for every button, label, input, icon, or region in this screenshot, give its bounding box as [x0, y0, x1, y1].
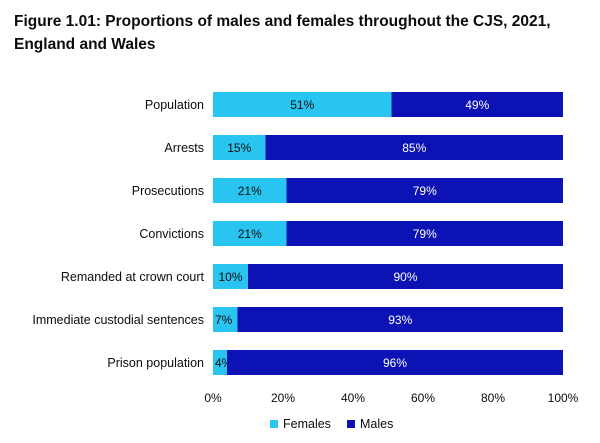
data-label: 79%	[413, 227, 437, 241]
bar-males-segment	[391, 92, 563, 117]
bar-males-segment	[237, 307, 563, 332]
data-label: 90%	[393, 270, 417, 284]
x-tick-label: 20%	[271, 391, 295, 405]
bar-males-segment	[286, 178, 563, 203]
chart-title: Figure 1.01: Proportions of males and fe…	[14, 13, 551, 53]
category-label: Remanded at crown court	[61, 270, 205, 284]
data-label: 21%	[238, 184, 262, 198]
bars-group: 51% 49%15% 85%21% 79%21% 79%10% 90%7% 93%4% 96%	[213, 92, 563, 375]
bar-females-segment	[213, 92, 392, 117]
bar-females-segment	[213, 350, 227, 375]
x-tick-label: 40%	[341, 391, 365, 405]
data-label: 93%	[388, 313, 412, 327]
category-label: Arrests	[164, 141, 204, 155]
data-label: 96%	[383, 356, 407, 370]
category-label: Convictions	[139, 227, 204, 241]
bar-males-segment	[265, 135, 563, 160]
x-ticks-group: 0% 20% 40% 60% 80% 100%	[204, 391, 578, 405]
data-label: 49%	[465, 98, 489, 112]
bar-females-segment	[213, 135, 266, 160]
data-label: 85%	[402, 141, 426, 155]
category-label: Immediate custodial sentences	[32, 313, 204, 327]
x-tick-label: 0%	[204, 391, 222, 405]
data-label: 21%	[238, 227, 262, 241]
bar-females-segment	[213, 178, 287, 203]
bar-males-segment	[286, 221, 563, 246]
legend-swatch-males	[347, 420, 355, 428]
bar-females-segment	[213, 221, 287, 246]
legend-swatch-females	[270, 420, 278, 428]
x-tick-label: 60%	[411, 391, 435, 405]
legend: Females Males	[270, 417, 393, 431]
bar-males-segment	[227, 350, 563, 375]
data-label: 51%	[290, 98, 314, 112]
legend-label-females: Females	[283, 417, 331, 431]
data-label: 10%	[218, 270, 242, 284]
x-tick-label: 80%	[481, 391, 505, 405]
legend-label-males: Males	[360, 417, 393, 431]
category-label: Population	[145, 98, 204, 112]
bar-males-segment	[248, 264, 563, 289]
category-labels-group: Population Arrests Prosecutions Convictions…	[32, 98, 204, 370]
x-tick-label: 100%	[548, 391, 579, 405]
bar-females-segment	[213, 264, 248, 289]
data-label: 7%	[215, 313, 233, 327]
category-label: Prosecutions	[132, 184, 204, 198]
data-label: 79%	[413, 184, 437, 198]
bar-females-segment	[213, 307, 238, 332]
data-label: 15%	[227, 141, 251, 155]
category-label: Prison population	[107, 356, 204, 370]
